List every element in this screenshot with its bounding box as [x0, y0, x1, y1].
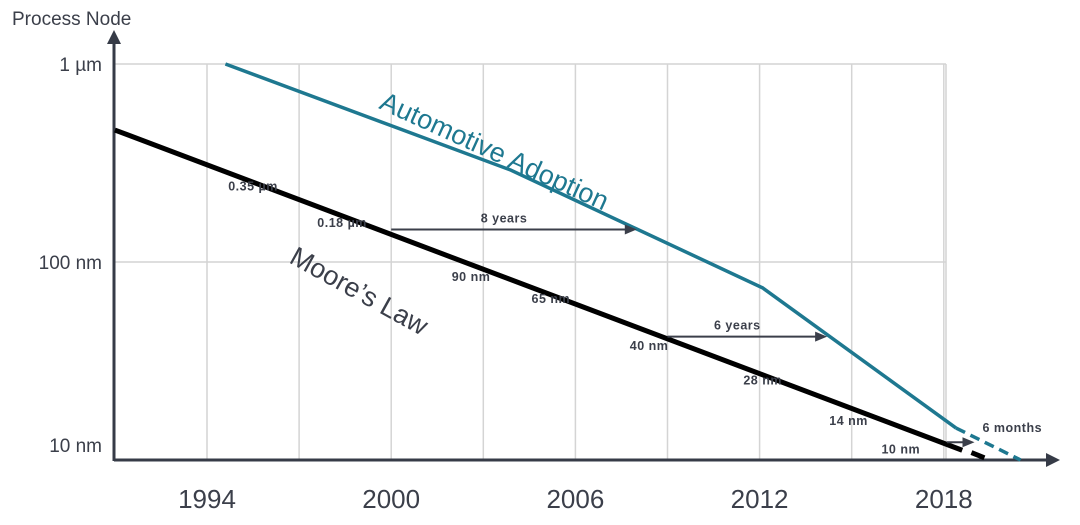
gap-arrow-label: 8 years — [481, 211, 528, 225]
y-tick-labels: 1 µm 100 nm 10 nm — [39, 55, 102, 457]
x-tick-label: 2000 — [362, 484, 420, 514]
y-axis-arrowhead — [107, 30, 121, 44]
grid — [114, 63, 947, 460]
node-labels: 0.35 µm 0.18 µm 90 nm 65 nm 40 nm 28 nm 14 nm 1… — [228, 179, 920, 456]
series-line-automotive-adoption — [224, 62, 958, 430]
gap-arrow-head — [962, 437, 975, 448]
node-label: 40 nm — [630, 339, 669, 353]
axes — [107, 30, 1060, 467]
x-tick-label: 2018 — [915, 484, 973, 514]
y-axis-title: Process Node — [12, 9, 131, 30]
node-label: 65 nm — [532, 292, 571, 306]
node-label: 0.35 µm — [228, 179, 278, 193]
x-tick-label: 2012 — [731, 484, 789, 514]
node-label: 90 nm — [452, 270, 491, 284]
series-projection-automotive-adoption — [955, 426, 1022, 462]
x-tick-label: 2006 — [546, 484, 604, 514]
node-label: 10 nm — [881, 442, 920, 456]
gap-arrow-head — [624, 224, 637, 235]
series-line-moore-s-law — [114, 127, 964, 453]
node-label: 0.18 µm — [317, 216, 367, 230]
gap-arrow-label: 6 years — [714, 319, 761, 333]
node-label: 28 nm — [743, 374, 782, 388]
y-tick-label: 10 nm — [49, 436, 102, 457]
series-projection-moore-s-law — [970, 450, 991, 463]
gap-arrow-head — [815, 331, 828, 342]
y-tick-label: 100 nm — [39, 253, 102, 274]
series-label-moores-law: Moore’s Law — [285, 241, 433, 341]
gap-arrow-label: 6 months — [983, 421, 1043, 435]
x-tick-labels: 1994 2000 2006 2012 2018 — [178, 484, 973, 514]
node-label: 14 nm — [829, 414, 868, 428]
y-tick-label: 1 µm — [59, 55, 102, 76]
x-axis-arrowhead — [1046, 453, 1060, 467]
series-lines — [114, 62, 1022, 463]
series-label-automotive: Automotive Adoption — [376, 86, 614, 216]
x-tick-label: 1994 — [178, 484, 236, 514]
gap-arrows: 8 years 6 years 6 months — [391, 211, 1043, 448]
